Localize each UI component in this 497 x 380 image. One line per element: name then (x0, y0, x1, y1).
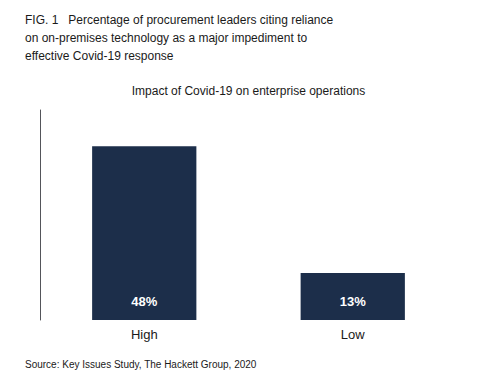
svg-text:13%: 13% (340, 294, 366, 309)
svg-text:High: High (131, 327, 158, 342)
svg-text:effective Covid-19 response: effective Covid-19 response (25, 49, 174, 63)
svg-text:FIG. 1 Percentage of procure: FIG. 1 Percentage of procurement leaders… (25, 13, 333, 27)
svg-text:on on-premises technology as a: on on-premises technology as a major imp… (25, 31, 307, 45)
svg-text:Impact of Covid-19 on enterpri: Impact of Covid-19 on enterprise operati… (132, 84, 365, 98)
svg-text:Low: Low (341, 327, 365, 342)
svg-text:Source: Key Issues Study, The: Source: Key Issues Study, The Hackett Gr… (25, 359, 257, 370)
svg-text:48%: 48% (131, 294, 157, 309)
